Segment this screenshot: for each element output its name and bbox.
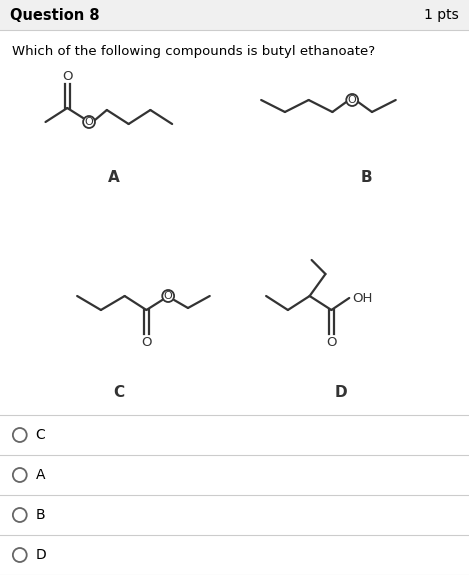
Text: A: A <box>108 170 119 185</box>
Text: B: B <box>36 508 45 522</box>
Text: A: A <box>36 468 45 482</box>
Text: O: O <box>85 117 93 127</box>
Text: B: B <box>360 170 372 185</box>
Circle shape <box>13 508 27 522</box>
Text: O: O <box>164 291 173 301</box>
Text: D: D <box>36 548 46 562</box>
Circle shape <box>13 468 27 482</box>
Text: O: O <box>141 335 152 348</box>
Circle shape <box>162 290 174 302</box>
Circle shape <box>346 94 358 106</box>
Text: Which of the following compounds is butyl ethanoate?: Which of the following compounds is buty… <box>12 45 375 59</box>
Text: Question 8: Question 8 <box>10 7 100 22</box>
Circle shape <box>83 116 95 128</box>
Text: C: C <box>113 385 124 400</box>
Text: O: O <box>326 335 337 348</box>
Text: O: O <box>62 71 73 83</box>
Circle shape <box>13 428 27 442</box>
Text: C: C <box>36 428 46 442</box>
Text: OH: OH <box>352 292 373 305</box>
Text: 1 pts: 1 pts <box>424 8 459 22</box>
Text: D: D <box>335 385 347 400</box>
Text: O: O <box>348 95 356 105</box>
FancyBboxPatch shape <box>0 0 469 30</box>
Circle shape <box>13 548 27 562</box>
